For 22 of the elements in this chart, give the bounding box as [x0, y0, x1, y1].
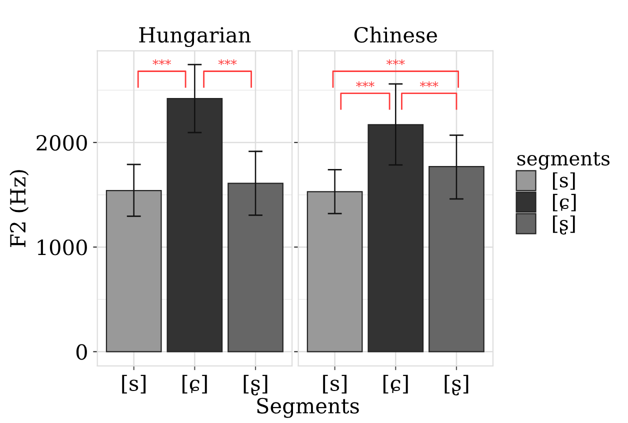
x-tick-label: [ʂ]: [244, 374, 268, 396]
annotation: ***: [218, 59, 237, 66]
y-tick-label: 1000: [38, 240, 87, 256]
legend-title: segments: [517, 152, 610, 170]
annotation: ***: [152, 59, 171, 66]
x-tick-label: [ɕ]: [182, 374, 207, 394]
x-tick-label: [s]: [122, 374, 146, 394]
y-tick-label: 2000: [36, 134, 87, 151]
legend-label: [ɕ]: [552, 194, 576, 212]
x-tick-label: [ɕ]: [383, 374, 408, 394]
chart-title: Hungarian: [139, 27, 251, 48]
x-axis-title: Segments: [257, 398, 359, 418]
annotation: ***: [356, 81, 374, 88]
legend-label: [s]: [552, 172, 575, 190]
annotation: ***: [420, 81, 438, 88]
chart-title: Chinese: [354, 26, 437, 43]
y-tick-label: 0: [76, 344, 87, 360]
x-tick-label: [ʂ]: [444, 374, 468, 396]
x-tick-label: [s]: [323, 374, 346, 394]
annotation: ***: [386, 59, 405, 66]
y-axis-title: F2 (Hz): [10, 170, 29, 248]
legend-label: [ʂ]: [552, 215, 575, 235]
